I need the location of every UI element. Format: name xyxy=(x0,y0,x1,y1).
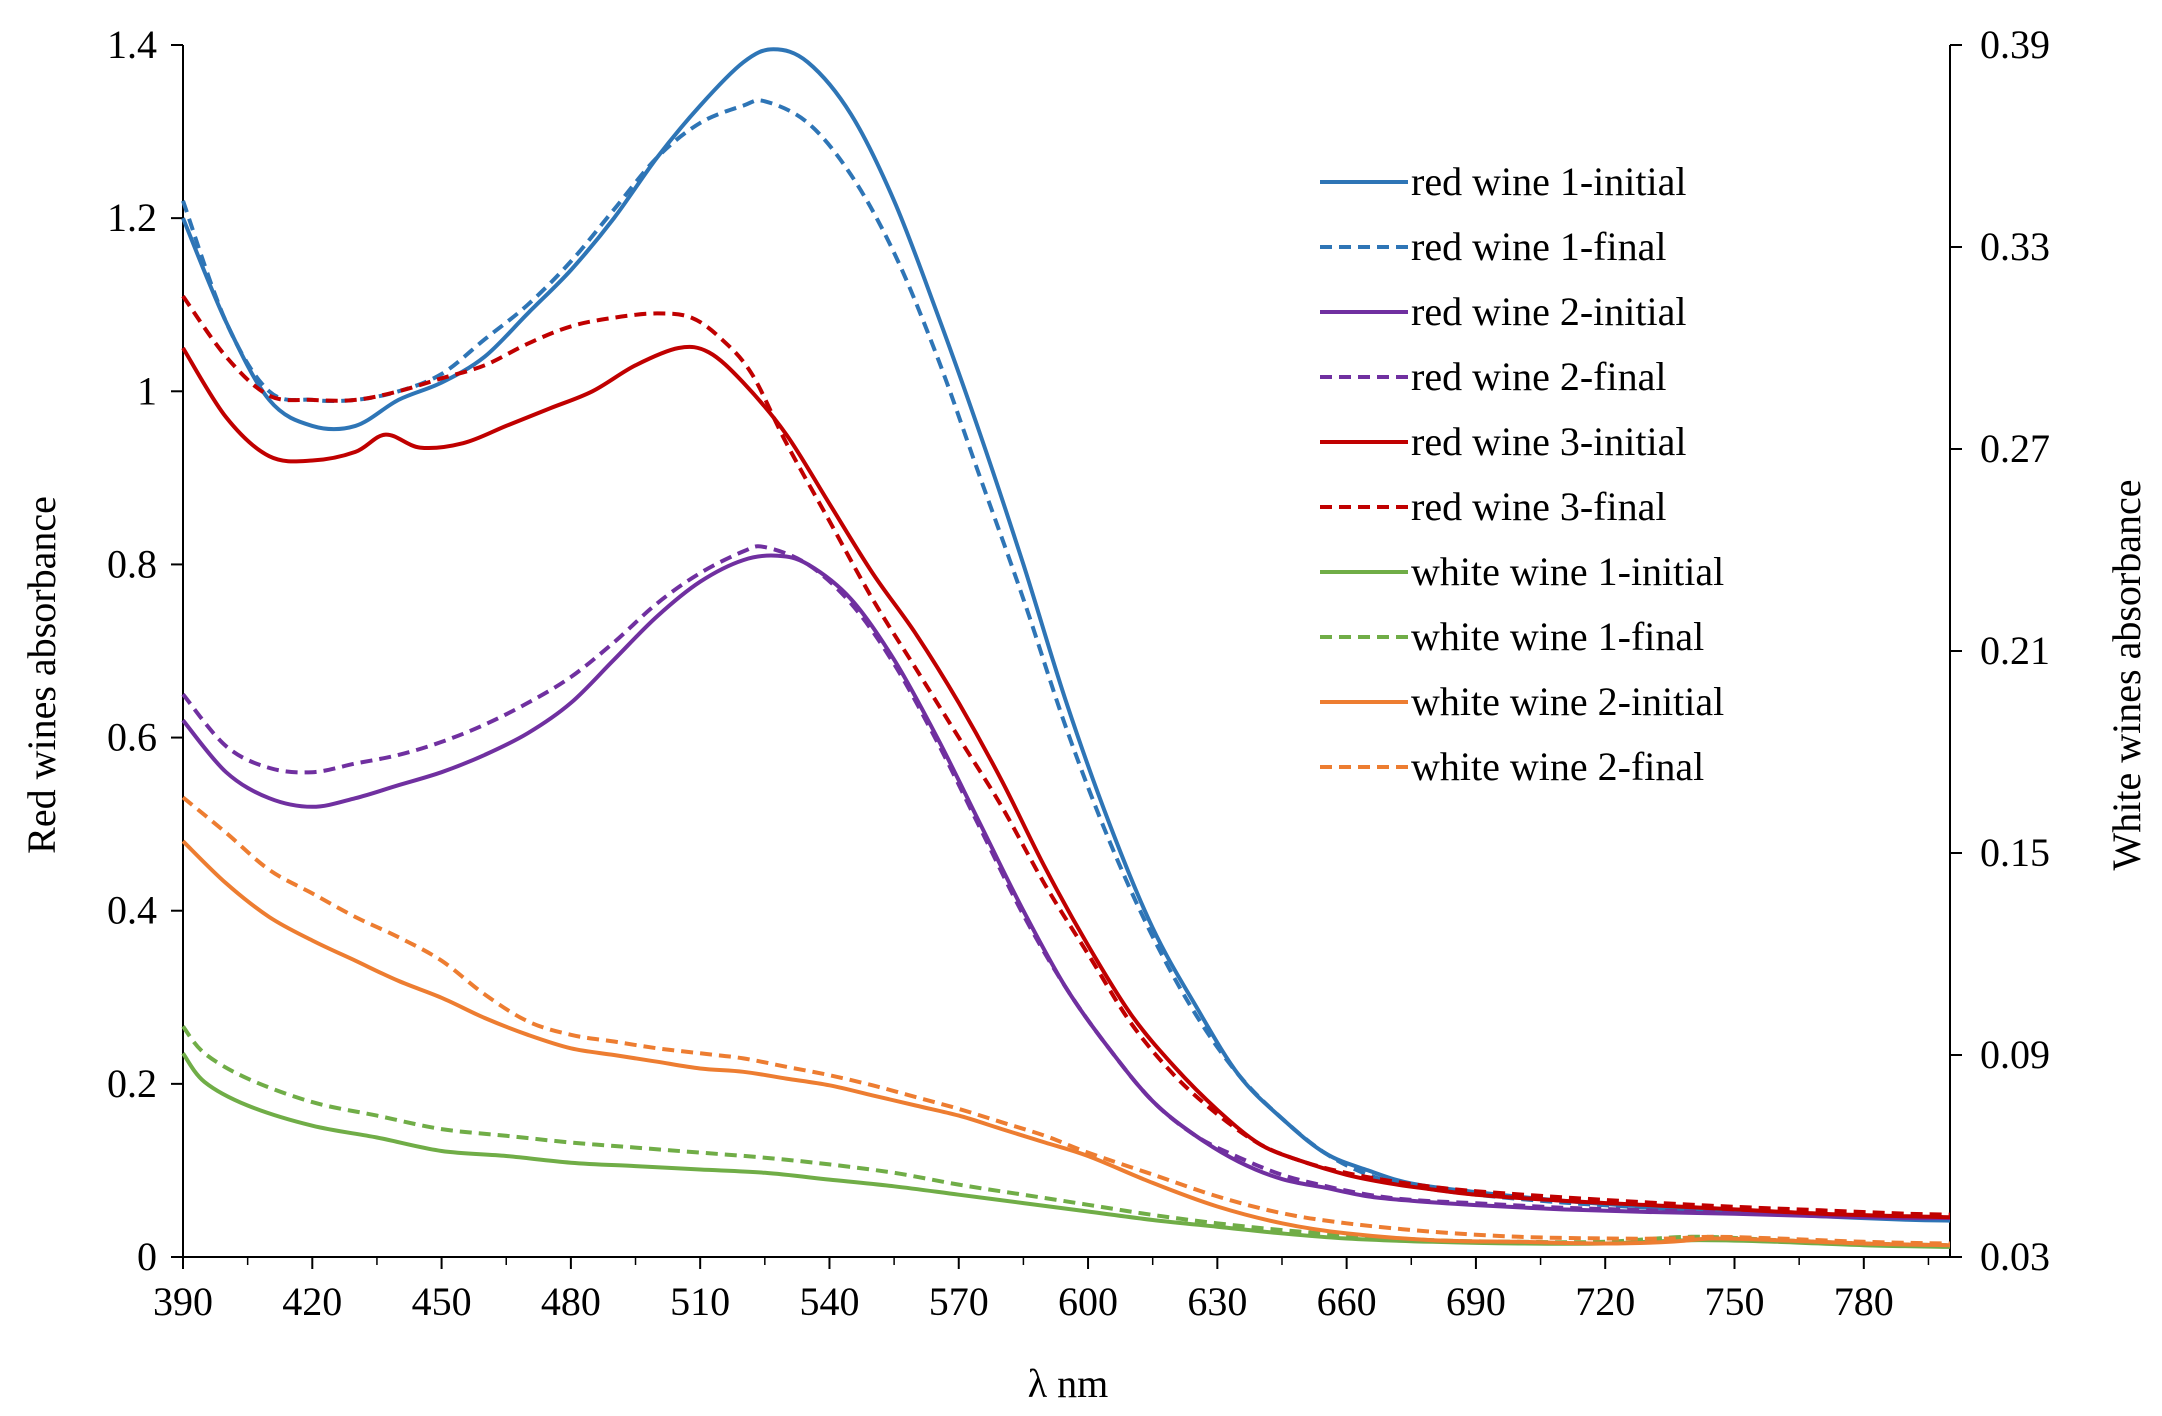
x-axis-title: λ nm xyxy=(1028,1361,1109,1406)
x-tick-label: 570 xyxy=(929,1279,989,1324)
x-tick-label: 780 xyxy=(1834,1279,1894,1324)
right-y-tick-label: 0.39 xyxy=(1980,22,2050,67)
series-line-white-wine-2-initial xyxy=(181,839,1951,1248)
x-tick-label: 600 xyxy=(1058,1279,1118,1324)
series-line-red-wine-2-final xyxy=(181,544,1951,1220)
left-y-tick-label: 0 xyxy=(137,1234,157,1279)
x-tick-label: 510 xyxy=(670,1279,730,1324)
legend-label-red-wine-3-final: red wine 3-final xyxy=(1411,484,1666,529)
series-lines xyxy=(181,47,1951,1249)
left-y-tick-label: 1 xyxy=(137,368,157,413)
legend-label-red-wine-2-initial: red wine 2-initial xyxy=(1411,289,1686,334)
legend-label-red-wine-1-initial: red wine 1-initial xyxy=(1411,159,1686,204)
legend-label-white-wine-1-final: white wine 1-final xyxy=(1411,614,1704,659)
legend-label-red-wine-2-final: red wine 2-final xyxy=(1411,354,1666,399)
x-tick-label: 480 xyxy=(541,1279,601,1324)
right-y-tick-label: 0.09 xyxy=(1980,1032,2050,1077)
right-y-tick-label: 0.21 xyxy=(1980,628,2050,673)
series-line-white-wine-2-final xyxy=(181,795,1951,1246)
x-tick-label: 720 xyxy=(1575,1279,1635,1324)
x-tick-label: 690 xyxy=(1446,1279,1506,1324)
right-y-tick-label: 0.15 xyxy=(1980,830,2050,875)
x-tick-label: 750 xyxy=(1705,1279,1765,1324)
x-tick-label: 630 xyxy=(1187,1279,1247,1324)
legend-label-white-wine-2-final: white wine 2-final xyxy=(1411,744,1704,789)
legend-label-white-wine-2-initial: white wine 2-initial xyxy=(1411,679,1724,724)
axes: 390 420 450 480 510 540 570 600 630 660 690 720 750 7… xyxy=(107,22,2050,1324)
legend-label-red-wine-1-final: red wine 1-final xyxy=(1411,224,1666,269)
left-y-tick-label: 1.4 xyxy=(107,22,157,67)
right-y-tick-label: 0.03 xyxy=(1980,1234,2050,1279)
legend: red wine 1-initial red wine 1-final red wi… xyxy=(1320,159,1724,789)
left-y-tick-label: 0.8 xyxy=(107,541,157,586)
right-y-tick-label: 0.27 xyxy=(1980,426,2050,471)
legend-label-white-wine-1-initial: white wine 1-initial xyxy=(1411,549,1724,594)
series-line-red-wine-1-final xyxy=(181,98,1951,1221)
x-tick-label: 450 xyxy=(412,1279,472,1324)
left-y-tick-label: 0.4 xyxy=(107,888,157,933)
series-line-red-wine-3-final xyxy=(181,294,1951,1217)
left-y-axis-title: Red wines absorbance xyxy=(19,496,64,854)
left-y-tick-label: 1.2 xyxy=(107,195,157,240)
right-y-axis-title: White wines absorbance xyxy=(2104,480,2149,871)
x-tick-label: 390 xyxy=(153,1279,213,1324)
left-y-tick-label: 0.6 xyxy=(107,715,157,760)
x-tick-label: 540 xyxy=(799,1279,859,1324)
left-y-tick-label: 0.2 xyxy=(107,1061,157,1106)
x-tick-label: 660 xyxy=(1317,1279,1377,1324)
legend-label-red-wine-3-initial: red wine 3-initial xyxy=(1411,419,1686,464)
right-y-tick-label: 0.33 xyxy=(1980,224,2050,269)
x-tick-label: 420 xyxy=(282,1279,342,1324)
series-line-red-wine-3-initial xyxy=(181,344,1951,1220)
